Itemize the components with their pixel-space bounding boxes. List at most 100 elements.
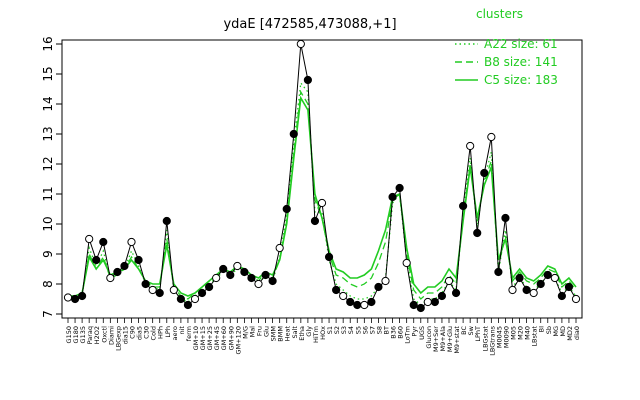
x-tick-label: Sw bbox=[467, 325, 475, 335]
data-point bbox=[374, 282, 383, 292]
data-point bbox=[85, 234, 94, 244]
x-tick-label: G150 bbox=[65, 326, 73, 343]
x-tick-label: Oxctl bbox=[100, 326, 108, 343]
x-tick-label: M40 bbox=[524, 326, 532, 340]
x-tick-label: GM+45 bbox=[213, 326, 221, 350]
data-point bbox=[402, 258, 411, 268]
x-tick-label: Glu bbox=[263, 326, 271, 337]
data-point bbox=[127, 237, 136, 247]
y-tick-label: 7 bbox=[41, 310, 55, 318]
x-tick-label: Glucon bbox=[425, 326, 433, 349]
data-point bbox=[543, 270, 552, 280]
x-tick-label: S5 bbox=[354, 326, 362, 334]
x-tick-label: MD bbox=[559, 326, 567, 337]
data-point bbox=[148, 285, 157, 295]
data-point bbox=[212, 273, 221, 283]
data-point bbox=[120, 261, 129, 271]
x-tick-label: LPh bbox=[164, 326, 172, 338]
data-point bbox=[190, 294, 200, 304]
x-tick-label: GM+25 bbox=[206, 326, 214, 350]
data-point bbox=[423, 297, 432, 307]
data-point bbox=[268, 276, 277, 286]
data-point bbox=[141, 279, 150, 289]
y-tick-label: 9 bbox=[41, 250, 55, 258]
x-tick-label: GM+120 bbox=[234, 326, 242, 355]
data-point bbox=[78, 291, 87, 301]
data-point bbox=[289, 129, 298, 139]
data-point bbox=[508, 285, 517, 295]
x-tick-label: M/G bbox=[241, 326, 249, 339]
data-point bbox=[219, 264, 228, 274]
data-point bbox=[324, 252, 334, 262]
data-point bbox=[353, 300, 362, 310]
data-point bbox=[416, 303, 425, 313]
x-tick-label: M9+Ser bbox=[432, 326, 440, 352]
y-tick-label: 11 bbox=[41, 186, 55, 201]
data-point bbox=[176, 294, 185, 304]
data-point bbox=[473, 228, 482, 238]
series-line bbox=[68, 90, 577, 300]
x-axis: G150 G180 G135 Paraq H2O2 Oxctl Diami LBGexp dia… bbox=[65, 318, 581, 356]
data-point bbox=[317, 198, 327, 208]
y-tick-label: 12 bbox=[41, 156, 55, 171]
x-tick-label: M9+Ala bbox=[439, 326, 447, 351]
x-tick-label: UGS bbox=[418, 326, 426, 340]
legend-label: C5 size: 183 bbox=[484, 73, 558, 87]
chart-title-text: ydaE [472585,473088,+1] bbox=[223, 17, 396, 32]
data-point bbox=[169, 285, 178, 295]
x-tick-label: GM+90 bbox=[227, 326, 235, 350]
data-point bbox=[275, 243, 284, 253]
x-tick-label: dia5 bbox=[136, 326, 144, 340]
y-tick-label: 8 bbox=[41, 280, 55, 288]
x-tick-label: S1 bbox=[326, 326, 334, 334]
data-point bbox=[564, 282, 574, 292]
x-tick-label: S7 bbox=[368, 326, 376, 334]
x-tick-label: M0090 bbox=[502, 326, 510, 348]
x-tick-label: G135 bbox=[79, 326, 87, 343]
y-tick-label: 13 bbox=[41, 126, 55, 141]
x-tick-label: LBGexp bbox=[114, 326, 122, 351]
x-tick-label: BI bbox=[538, 326, 546, 332]
x-tick-label: Salt bbox=[291, 326, 299, 339]
x-tick-label: S8 bbox=[375, 326, 383, 334]
x-tick-label: aero bbox=[171, 326, 179, 341]
x-tick-label: BT bbox=[383, 326, 391, 334]
data-point bbox=[63, 293, 73, 302]
data-point bbox=[92, 255, 101, 265]
x-tick-label: M20 bbox=[517, 326, 525, 340]
x-tick-label: Mal bbox=[248, 326, 256, 338]
x-tick-label: Fru bbox=[256, 326, 264, 336]
x-tick-label: LBGtrans bbox=[488, 325, 496, 355]
data-point bbox=[155, 288, 164, 298]
x-tick-label: B60 bbox=[397, 326, 405, 339]
data-point bbox=[282, 204, 291, 214]
data-point bbox=[388, 192, 397, 202]
data-point bbox=[197, 288, 207, 298]
series-line bbox=[68, 95, 577, 297]
y-tick-label: 16 bbox=[41, 36, 55, 51]
x-tick-label: Paraq bbox=[86, 326, 94, 344]
data-point bbox=[494, 267, 503, 277]
x-tick-label: S2 bbox=[333, 326, 341, 334]
x-tick-label: Pyr bbox=[411, 326, 419, 337]
data-point bbox=[381, 276, 390, 286]
data-point bbox=[134, 255, 143, 265]
x-tick-label: C90 bbox=[129, 326, 137, 339]
data-point bbox=[515, 273, 524, 283]
data-point bbox=[409, 300, 418, 310]
data-point bbox=[466, 141, 475, 151]
x-tick-label: GM+10 bbox=[192, 326, 200, 350]
x-tick-label: MD2 bbox=[566, 326, 574, 341]
legend-label: B8 size: 141 bbox=[484, 55, 558, 69]
x-tick-label: dia15 bbox=[121, 326, 129, 344]
data-point bbox=[459, 201, 468, 211]
data-point bbox=[487, 132, 496, 142]
y-tick-label: 15 bbox=[41, 66, 55, 81]
data-point bbox=[70, 294, 80, 304]
x-tick-label: HOx bbox=[319, 326, 327, 340]
legend-label: A22 size: 61 bbox=[484, 37, 558, 51]
data-point bbox=[303, 75, 312, 85]
data-point bbox=[233, 261, 242, 271]
data-point bbox=[106, 273, 115, 283]
